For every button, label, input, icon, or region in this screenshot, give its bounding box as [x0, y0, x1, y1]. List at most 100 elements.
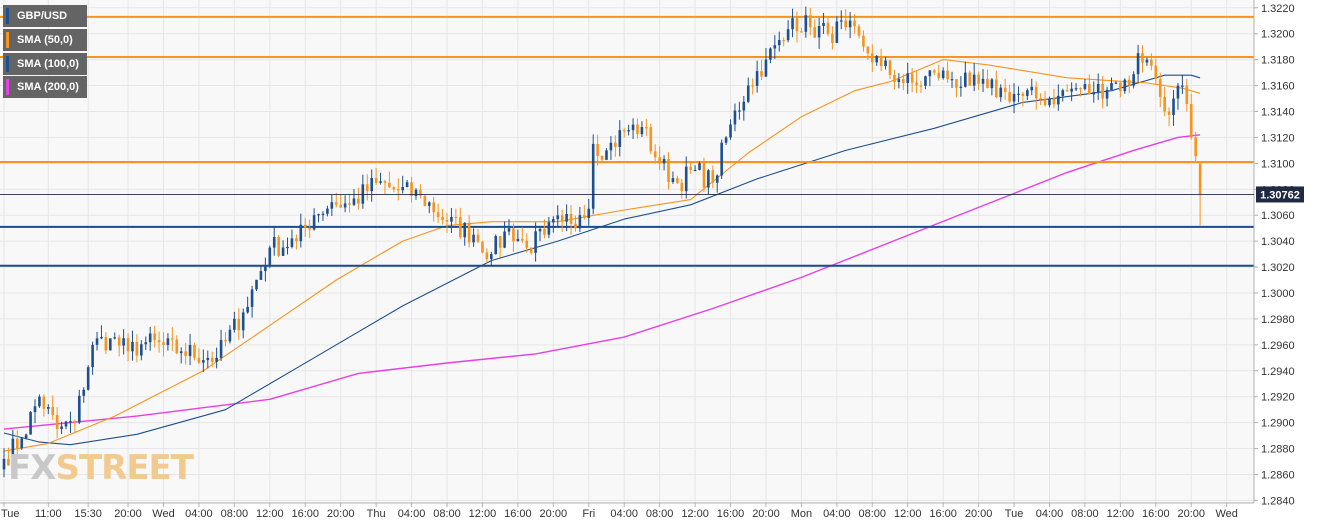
candle-body — [144, 342, 148, 345]
last-price-marker: 1.30762 — [0, 186, 1304, 203]
sma-50-line — [3, 59, 1201, 452]
candle-body — [689, 166, 692, 170]
candle-body — [352, 198, 356, 205]
candle-body — [924, 76, 927, 86]
candle-body — [401, 187, 404, 191]
candle-body — [326, 208, 329, 214]
candle-body — [47, 407, 50, 409]
candle-body — [831, 33, 834, 43]
candle-body — [64, 421, 68, 427]
candle-body — [113, 337, 117, 339]
legend-swatch-sma100 — [6, 55, 9, 72]
candle-body — [578, 215, 582, 229]
candle-body — [148, 333, 152, 343]
candle-body — [365, 184, 369, 192]
candle-body — [888, 60, 892, 75]
candle-body — [348, 203, 351, 205]
candle-body — [392, 187, 396, 190]
candle-body — [680, 182, 684, 192]
candle-body — [383, 181, 387, 183]
candle-body — [808, 15, 812, 28]
sma-200-line — [3, 134, 1201, 430]
candle-body — [241, 312, 245, 331]
candle-body — [264, 265, 267, 272]
candle-body — [472, 234, 475, 243]
candle-body — [631, 124, 635, 131]
candle-body — [1181, 85, 1184, 87]
candle-body — [370, 177, 373, 192]
candle-body — [870, 53, 874, 63]
candle-body — [755, 71, 759, 86]
candle-body — [330, 202, 334, 209]
candle-body — [1189, 103, 1193, 138]
legend-swatch-sma50 — [6, 31, 9, 48]
legend-item-symbol[interactable]: GBP/USD — [3, 5, 87, 27]
candle-body — [764, 59, 768, 77]
legend-item-sma200[interactable]: SMA (200,0) — [3, 76, 87, 99]
candle-body — [166, 338, 170, 345]
y-tick-label: 1.2980 — [1261, 314, 1295, 326]
candle-body — [1034, 86, 1038, 99]
candle-body — [1132, 74, 1135, 86]
candle-body — [649, 127, 653, 152]
candle-body — [1150, 59, 1153, 66]
candle-body — [1088, 84, 1091, 95]
x-tick-label: 12:00 — [894, 508, 922, 520]
horizontal-levels — [0, 15, 1254, 267]
candle-body — [1039, 98, 1042, 100]
candle-body — [964, 72, 967, 87]
candle-body — [481, 241, 484, 253]
candle-body — [693, 169, 697, 172]
candle-body — [1074, 88, 1078, 90]
candle-body — [1065, 90, 1069, 92]
candle-body — [321, 213, 325, 215]
legend: GBP/USD SMA (50,0) SMA (100,0) SMA (200,… — [3, 5, 87, 100]
candle-body — [622, 130, 626, 132]
y-tick-label: 1.2900 — [1261, 418, 1295, 430]
x-tick-label: 08:00 — [859, 508, 887, 520]
candle-body — [188, 345, 192, 356]
x-tick-label: Fri — [582, 508, 595, 520]
candle-body — [117, 337, 121, 346]
x-tick-label: 20:00 — [1177, 508, 1205, 520]
candle-body — [135, 341, 139, 356]
candle-body — [738, 110, 741, 112]
candle-body — [565, 213, 568, 222]
candle-body — [684, 166, 688, 192]
candle-body — [1079, 88, 1082, 90]
candle-body — [835, 21, 839, 43]
y-tick-label: 1.3220 — [1261, 3, 1295, 15]
legend-item-sma50[interactable]: SMA (50,0) — [3, 28, 87, 51]
candle-body — [95, 338, 99, 345]
candle-body — [658, 157, 661, 164]
candle-body — [600, 155, 604, 160]
candle-body — [560, 215, 564, 222]
y-tick-label: 1.3120 — [1261, 132, 1295, 144]
logo-fx: FX — [8, 448, 56, 488]
legend-item-sma100[interactable]: SMA (100,0) — [3, 52, 87, 75]
candle-body — [1123, 79, 1127, 92]
candle-body — [467, 222, 471, 243]
candle-body — [715, 175, 719, 183]
candle-body — [419, 189, 422, 196]
x-tick-label: 08:00 — [646, 508, 674, 520]
candle-body — [286, 246, 289, 249]
candle-body — [51, 407, 55, 416]
x-tick-label: Wed — [1215, 508, 1237, 520]
candle-body — [534, 231, 537, 253]
candle-body — [1017, 93, 1020, 95]
candle-body — [1163, 96, 1166, 112]
fxstreet-logo: FXSTREET — [8, 448, 194, 488]
candle-body — [485, 252, 489, 260]
candle-body — [773, 45, 777, 49]
candle-body — [405, 182, 409, 188]
x-tick-label: 20:00 — [752, 508, 780, 520]
candle-body — [410, 182, 413, 197]
x-tick-label: 04:00 — [185, 508, 213, 520]
candle-body — [786, 29, 790, 41]
candle-body — [1172, 98, 1175, 115]
candle-body — [618, 130, 622, 147]
candle-body — [968, 72, 972, 86]
candle-body — [1061, 90, 1065, 96]
